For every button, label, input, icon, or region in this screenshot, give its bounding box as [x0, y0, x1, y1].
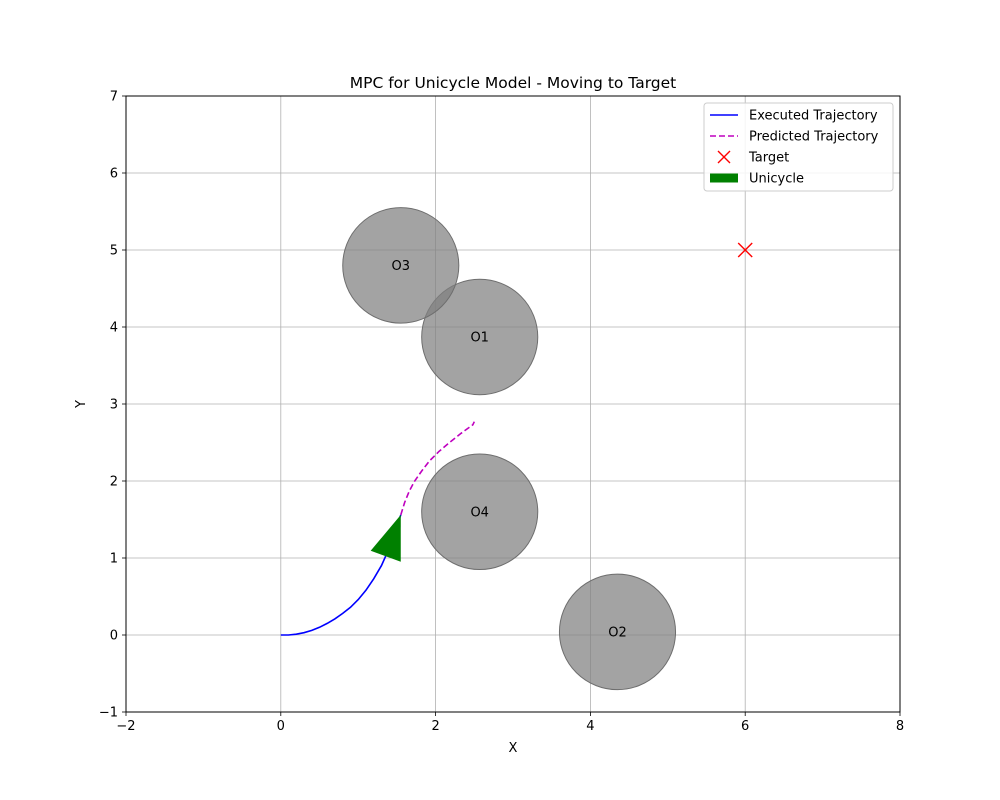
obstacle-o1 — [421, 278, 539, 396]
x-tick-label: 0 — [277, 719, 285, 734]
x-tick-label: −2 — [116, 719, 135, 734]
y-tick-label: 7 — [110, 90, 118, 105]
legend: Executed Trajectory Predicted Trajectory T… — [703, 102, 894, 192]
x-tick-label: 2 — [431, 719, 439, 734]
unicycle-marker — [370, 514, 401, 562]
x-tick-label: 6 — [741, 719, 749, 734]
y-tick-label: 6 — [110, 167, 118, 182]
obstacle-o3 — [342, 207, 460, 324]
y-tick-label: 0 — [110, 629, 118, 644]
axis-ticks: −2 0 2 4 6 8 −1 0 1 2 3 4 5 6 7 — [99, 90, 904, 735]
y-tick-label: 2 — [110, 475, 118, 490]
obstacle-label: O3 — [392, 259, 411, 274]
legend-executed-trajectory-label: Executed Trajectory — [749, 109, 878, 124]
legend-box — [703, 102, 894, 192]
x-tick-label: 8 — [896, 719, 904, 734]
obstacle-label: O4 — [470, 505, 489, 520]
markers — [370, 242, 753, 562]
y-tick-label: 3 — [110, 398, 118, 413]
y-tick-label: 4 — [110, 321, 118, 336]
obstacle-label: O2 — [608, 625, 627, 640]
legend-unicycle-label: Unicycle — [749, 172, 804, 187]
y-tick-label: 5 — [110, 244, 118, 259]
y-tick-label: 1 — [110, 552, 118, 567]
legend-unicycle-swatch — [710, 173, 738, 183]
legend-target-label: Target — [748, 151, 789, 166]
y-tick-label: −1 — [99, 706, 118, 721]
predicted-trajectory-line — [400, 421, 476, 516]
obstacle-o4 — [421, 453, 539, 571]
y-axis-label: Y — [74, 400, 89, 409]
obstacle-o2 — [558, 573, 677, 691]
legend-target-swatch — [717, 150, 731, 164]
target-marker — [737, 242, 753, 258]
legend-predicted-trajectory-label: Predicted Trajectory — [749, 130, 879, 145]
obstacles: O1 O2 O3 O4 — [342, 207, 677, 691]
obstacle-label: O1 — [470, 331, 489, 346]
x-tick-label: 4 — [586, 719, 594, 734]
chart-title: MPC for Unicycle Model - Moving to Targe… — [350, 74, 677, 92]
x-axis-label: X — [509, 741, 518, 756]
